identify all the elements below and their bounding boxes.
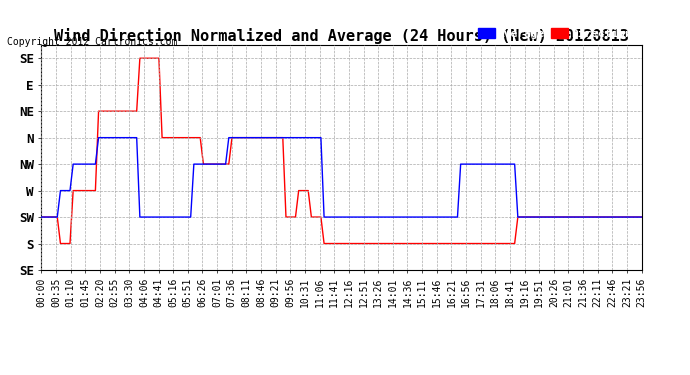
Legend: Average, Direction: Average, Direction	[474, 24, 636, 43]
Text: Copyright 2012 Cartronics.com: Copyright 2012 Cartronics.com	[7, 37, 177, 47]
Title: Wind Direction Normalized and Average (24 Hours) (New) 20120813: Wind Direction Normalized and Average (2…	[54, 28, 629, 44]
